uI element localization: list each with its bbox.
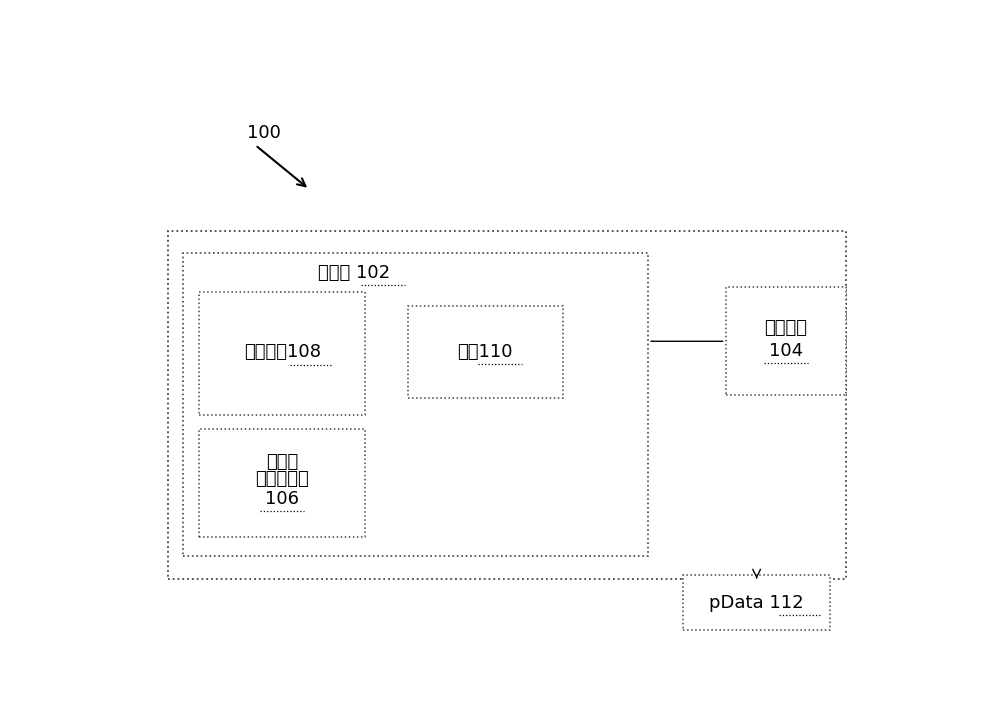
Bar bbox=[199, 429, 365, 537]
Text: pData 112: pData 112 bbox=[709, 593, 804, 612]
Text: 100: 100 bbox=[247, 124, 281, 142]
Text: 可执行指令: 可执行指令 bbox=[255, 469, 309, 487]
Bar bbox=[199, 292, 365, 414]
Text: 计算部件108: 计算部件108 bbox=[244, 344, 321, 362]
Bar bbox=[726, 287, 846, 395]
Text: 存储器 102: 存储器 102 bbox=[318, 264, 390, 282]
Text: 处理器: 处理器 bbox=[266, 453, 298, 471]
Text: 106: 106 bbox=[265, 490, 299, 508]
Text: 处理单元: 处理单元 bbox=[765, 319, 808, 337]
Bar bbox=[408, 306, 563, 398]
Bar bbox=[683, 575, 830, 630]
Text: 104: 104 bbox=[769, 342, 803, 360]
Bar bbox=[168, 231, 846, 578]
Bar bbox=[183, 253, 648, 557]
Text: 数据110: 数据110 bbox=[458, 343, 513, 361]
